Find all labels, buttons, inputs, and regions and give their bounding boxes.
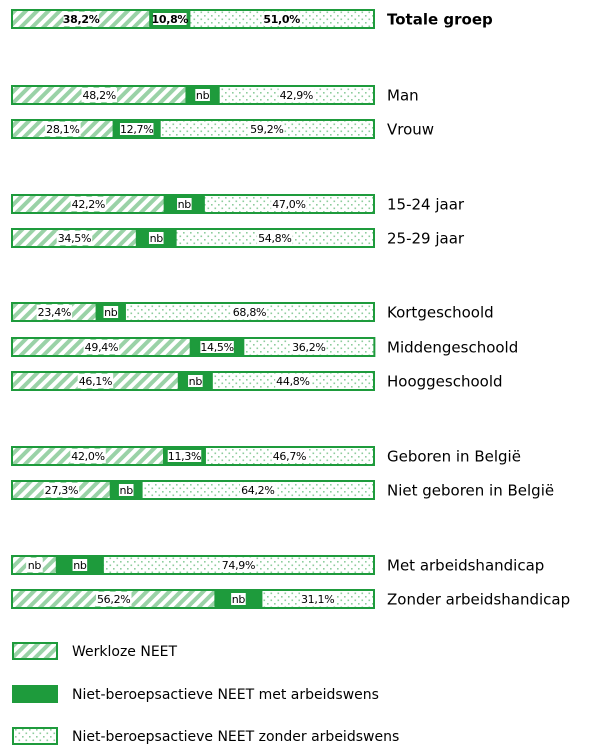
- legend-label: Werkloze NEET: [72, 644, 178, 660]
- value-label: nb: [196, 89, 210, 102]
- value-label: 59,2%: [250, 123, 283, 136]
- category-label: Zonder arbeidshandicap: [387, 591, 570, 609]
- value-label: 34,5%: [58, 232, 91, 245]
- value-label: 36,2%: [292, 341, 325, 354]
- label-bg: [63, 12, 99, 26]
- value-label: nb: [189, 375, 203, 388]
- category-label: Hooggeschoold: [387, 373, 503, 391]
- value-label: 28,1%: [46, 123, 79, 136]
- label-bg: [229, 591, 248, 607]
- value-label: 38,2%: [63, 13, 100, 26]
- label-bg: [43, 483, 80, 497]
- value-label: 42,2%: [72, 198, 105, 211]
- value-label: 31,1%: [301, 593, 334, 606]
- value-label: 54,8%: [258, 232, 291, 245]
- category-label: Middengeschoold: [387, 339, 518, 357]
- label-bg: [117, 121, 156, 137]
- value-label: 74,9%: [222, 559, 255, 572]
- value-label: 68,8%: [233, 306, 266, 319]
- legend-swatch: [12, 642, 58, 660]
- label-bg: [275, 374, 311, 388]
- label-bg: [249, 122, 285, 136]
- label-bg: [175, 196, 194, 212]
- category-label: Niet geboren in België: [387, 482, 554, 500]
- category-label: Kortgeschoold: [387, 304, 494, 322]
- value-label: 10,8%: [151, 13, 188, 26]
- label-bg: [36, 305, 73, 319]
- value-label: 56,2%: [97, 593, 130, 606]
- legend-label: Niet-beroepsactieve NEET met arbeidswens: [72, 687, 379, 703]
- legend-swatch: [12, 685, 58, 703]
- label-bg: [95, 592, 132, 606]
- label-bg: [146, 230, 166, 246]
- category-label: Totale groep: [387, 11, 493, 29]
- label-bg: [83, 340, 120, 354]
- label-bg: [291, 340, 327, 354]
- label-bg: [70, 197, 107, 211]
- value-label: 14,5%: [200, 341, 233, 354]
- value-label: 48,2%: [83, 89, 116, 102]
- value-label: nb: [120, 484, 134, 497]
- legend-swatch: [12, 727, 58, 745]
- category-label: Geboren in België: [387, 448, 521, 466]
- category-label: Met arbeidshandicap: [387, 557, 544, 575]
- label-bg: [70, 449, 106, 463]
- label-bg: [151, 11, 189, 27]
- value-label: 51,0%: [263, 13, 300, 26]
- label-bg: [26, 558, 43, 572]
- label-bg: [81, 88, 117, 102]
- value-label: 23,4%: [38, 306, 71, 319]
- label-bg: [278, 88, 315, 102]
- label-bg: [70, 557, 90, 573]
- label-bg: [271, 449, 308, 463]
- value-label: 49,4%: [85, 341, 118, 354]
- label-bg: [116, 482, 136, 498]
- value-label: 42,9%: [280, 89, 313, 102]
- label-bg: [299, 592, 336, 606]
- label-bg: [193, 87, 212, 103]
- category-label: 25-29 jaar: [387, 230, 465, 248]
- label-bg: [45, 122, 81, 136]
- label-bg: [198, 339, 236, 355]
- category-label: 15-24 jaar: [387, 196, 465, 214]
- value-label: 47,0%: [272, 198, 305, 211]
- label-bg: [77, 374, 114, 388]
- label-bg: [240, 483, 276, 497]
- value-label: nb: [232, 593, 246, 606]
- label-bg: [231, 305, 268, 319]
- label-bg: [220, 558, 257, 572]
- label-bg: [101, 304, 121, 320]
- category-label: Man: [387, 87, 419, 105]
- value-label: 12,7%: [120, 123, 153, 136]
- value-label: 46,1%: [79, 375, 112, 388]
- value-label: 46,7%: [273, 450, 306, 463]
- value-label: 42,0%: [71, 450, 104, 463]
- value-label: 64,2%: [241, 484, 274, 497]
- value-label: 11,3%: [168, 450, 201, 463]
- label-bg: [56, 231, 93, 245]
- value-label: nb: [178, 198, 192, 211]
- value-label: nb: [28, 559, 42, 572]
- label-bg: [257, 231, 293, 245]
- label-bg: [263, 12, 300, 26]
- legend-label: Niet-beroepsactieve NEET zonder arbeidsw…: [72, 729, 399, 745]
- category-label: Vrouw: [387, 121, 434, 139]
- value-label: nb: [73, 559, 87, 572]
- label-bg: [271, 197, 307, 211]
- label-bg: [165, 448, 204, 464]
- value-label: 44,8%: [276, 375, 309, 388]
- value-label: 27,3%: [45, 484, 78, 497]
- value-label: nb: [150, 232, 164, 245]
- value-label: nb: [104, 306, 118, 319]
- label-bg: [186, 373, 205, 389]
